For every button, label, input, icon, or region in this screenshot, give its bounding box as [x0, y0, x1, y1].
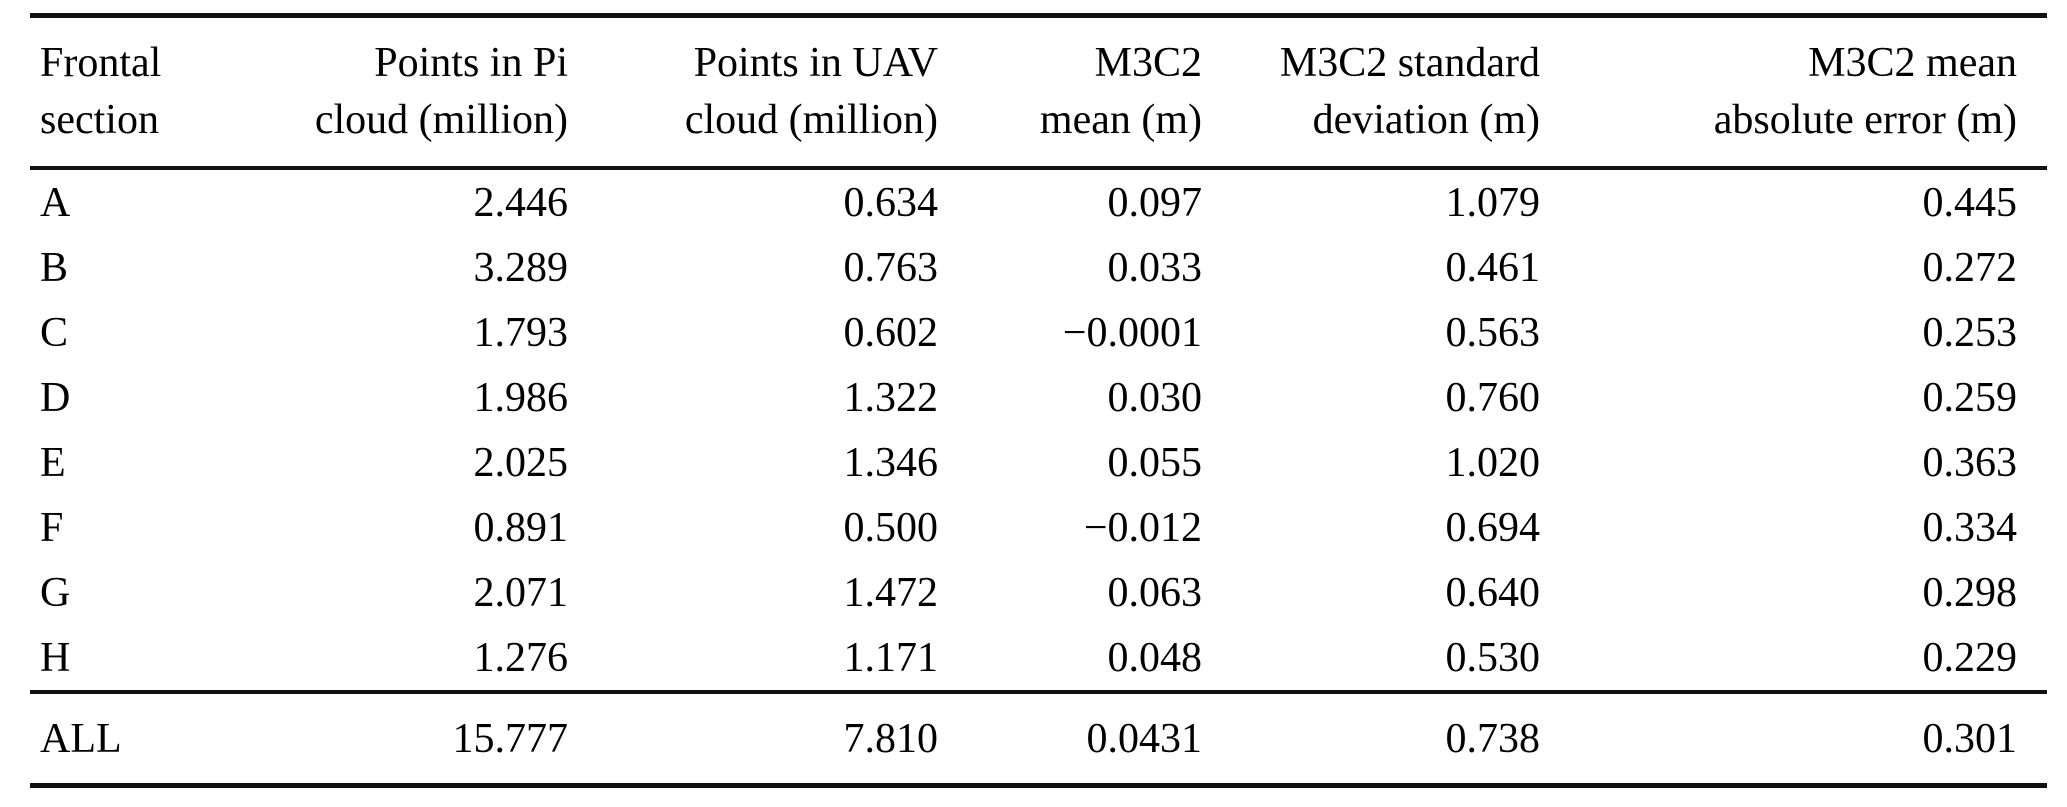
- table-cell: 0.445: [1922, 179, 2018, 226]
- header-line: Points in UAV: [693, 40, 938, 86]
- column-header-m3c2-standard-deviation: M3C2 standard deviation (m): [1202, 13, 1540, 170]
- table-cell: 1.986: [473, 374, 569, 421]
- table-cell: 0.253: [1922, 309, 2018, 356]
- table-cell: 7.810: [568, 690, 938, 788]
- table-cell: 1.079: [1445, 179, 1541, 226]
- row-section-label: D: [40, 374, 71, 421]
- table-cell: 0.602: [843, 309, 939, 356]
- table-row: H 1.276 1.171 0.048 0.530 0.229: [30, 625, 2047, 692]
- table-cell: 3.289: [473, 244, 569, 291]
- table-body: A 2.446 0.634 0.097 1.079 0.445 B 3.289 0.763 0.0…: [30, 168, 2047, 692]
- table-header: Frontal section Points in Pi cloud (mill…: [30, 13, 2047, 170]
- row-section-label: C: [40, 309, 69, 356]
- header-line: cloud (million): [684, 97, 938, 143]
- column-header-points-pi-cloud: Points in Pi cloud (million): [210, 13, 568, 170]
- m3c2-results-table: Frontal section Points in Pi cloud (mill…: [30, 13, 2047, 788]
- table-cell: 1.276: [473, 634, 569, 681]
- table-cell: 0.229: [1922, 634, 2018, 681]
- table-cell: 0.500: [843, 504, 939, 551]
- table-cell: 0.763: [843, 244, 939, 291]
- row-section-label: H: [40, 634, 71, 681]
- table-row: C 1.793 0.602 −0.0001 0.563 0.253: [30, 300, 2047, 365]
- table-cell: 0.530: [1445, 634, 1541, 681]
- row-section-label: A: [40, 179, 71, 226]
- table-footer: ALL 15.777 7.810 0.0431 0.738 0.301: [30, 690, 2047, 788]
- table-cell: 0.563: [1445, 309, 1541, 356]
- table-cell: 0.063: [1107, 569, 1203, 616]
- table-cell: −0.012: [1083, 504, 1202, 551]
- table-cell: 0.461: [1445, 244, 1541, 291]
- table-cell: −0.0001: [1062, 309, 1202, 356]
- header-line: M3C2 mean: [1808, 40, 2017, 86]
- table-row: B 3.289 0.763 0.033 0.461 0.272: [30, 235, 2047, 300]
- header-line: deviation (m): [1312, 97, 1540, 143]
- column-header-frontal-section: Frontal section: [30, 13, 210, 170]
- table-cell: 0.097: [1107, 179, 1203, 226]
- row-section-label: ALL: [30, 690, 210, 788]
- table-row: E 2.025 1.346 0.055 1.020 0.363: [30, 430, 2047, 495]
- table-cell: 0.891: [473, 504, 569, 551]
- table-footer-row: ALL 15.777 7.810 0.0431 0.738 0.301: [30, 690, 2047, 788]
- table-cell: 0.0431: [938, 690, 1202, 788]
- column-header-points-uav-cloud: Points in UAV cloud (million): [568, 13, 938, 170]
- table-cell: 0.030: [1107, 374, 1203, 421]
- table-cell: 0.334: [1922, 504, 2018, 551]
- column-header-m3c2-mean: M3C2 mean (m): [938, 13, 1202, 170]
- table-cell: 0.055: [1107, 439, 1203, 486]
- table-cell: 0.033: [1107, 244, 1203, 291]
- table-cell: 0.738: [1202, 690, 1540, 788]
- table-cell: 0.760: [1445, 374, 1541, 421]
- column-header-m3c2-mean-absolute-error: M3C2 mean absolute error (m): [1540, 13, 2047, 170]
- table-cell: 0.048: [1107, 634, 1203, 681]
- header-row: Frontal section Points in Pi cloud (mill…: [30, 13, 2047, 170]
- table-cell: 1.472: [843, 569, 939, 616]
- header-line: cloud (million): [314, 97, 568, 143]
- table-cell: 2.025: [473, 439, 569, 486]
- table-cell: 0.640: [1445, 569, 1541, 616]
- header-line: mean (m): [1039, 97, 1202, 143]
- header-line: Points in Pi: [374, 40, 568, 86]
- table-row: F 0.891 0.500 −0.012 0.694 0.334: [30, 495, 2047, 560]
- header-line: M3C2 standard: [1279, 40, 1540, 86]
- table-cell: 0.694: [1445, 504, 1541, 551]
- table-cell: 0.363: [1922, 439, 2018, 486]
- table-cell: 2.071: [473, 569, 569, 616]
- table-cell: 1.322: [843, 374, 939, 421]
- row-section-label: E: [40, 439, 66, 486]
- header-line: M3C2: [1094, 40, 1202, 86]
- table-cell: 1.020: [1445, 439, 1541, 486]
- table-cell: 1.793: [473, 309, 569, 356]
- table-cell: 0.634: [843, 179, 939, 226]
- table-cell: 15.777: [210, 690, 568, 788]
- table-row: D 1.986 1.322 0.030 0.760 0.259: [30, 365, 2047, 430]
- table-cell: 0.301: [1540, 690, 2047, 788]
- table-cell: 0.298: [1922, 569, 2018, 616]
- header-line: section: [40, 97, 159, 143]
- table-row: G 2.071 1.472 0.063 0.640 0.298: [30, 560, 2047, 625]
- table-row: A 2.446 0.634 0.097 1.079 0.445: [30, 168, 2047, 235]
- header-line: Frontal: [40, 40, 162, 86]
- results-table-container: Frontal section Points in Pi cloud (mill…: [30, 13, 2047, 788]
- table-cell: 0.259: [1922, 374, 2018, 421]
- table-cell: 0.272: [1922, 244, 2018, 291]
- header-line: absolute error (m): [1713, 97, 2017, 143]
- table-cell: 1.346: [843, 439, 939, 486]
- table-cell: 1.171: [843, 634, 939, 681]
- table-cell: 2.446: [473, 179, 569, 226]
- row-section-label: G: [40, 569, 71, 616]
- row-section-label: B: [40, 244, 69, 291]
- row-section-label: F: [40, 504, 64, 551]
